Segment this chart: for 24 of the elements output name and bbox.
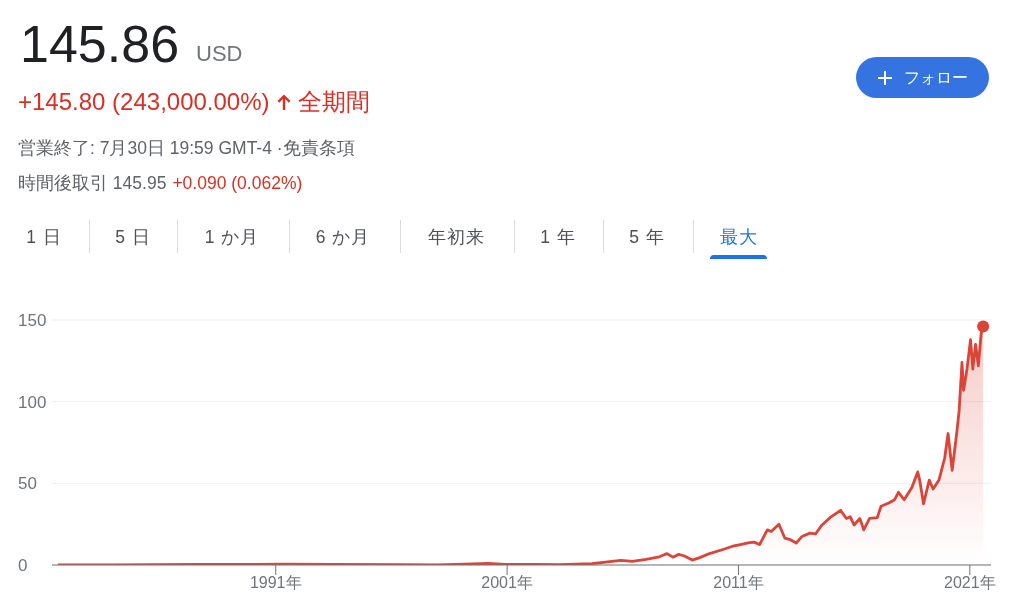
x-tick-label: 1991年 (249, 574, 302, 592)
chart-title: 145.86 (20, 15, 180, 73)
text: +145.80 (243,000.00%) (18, 88, 270, 115)
y-tick-label: 150 (18, 311, 47, 330)
follow-button: フォロー (856, 57, 989, 98)
text: +0.090 (0.062%) (172, 172, 303, 194)
y-tick-label: 100 (18, 392, 47, 412)
text: 5 年 (629, 227, 665, 247)
x-tick-label: 2001年 (481, 574, 533, 592)
x-tick-label: 2021年 (944, 574, 996, 592)
text: 年初来 (427, 227, 485, 247)
text: 1 か月 (204, 227, 260, 247)
text: 6 か月 (315, 227, 371, 247)
y-tick-label: 0 (18, 556, 28, 575)
text: 1 日 (26, 227, 62, 247)
y-tick-label: 50 (18, 474, 37, 494)
text: 最大 (720, 227, 758, 247)
text: USD (196, 41, 243, 66)
text: 時間後取引 145.95 (18, 172, 167, 194)
text: 営業終了: 7月30日 19:59 GMT-4 ·免責条項 (18, 138, 355, 158)
x-tick-label: 2011年 (713, 574, 764, 592)
text: 5 日 (115, 227, 151, 247)
text: 全期間 (297, 88, 370, 115)
text: 1 年 (540, 227, 576, 247)
